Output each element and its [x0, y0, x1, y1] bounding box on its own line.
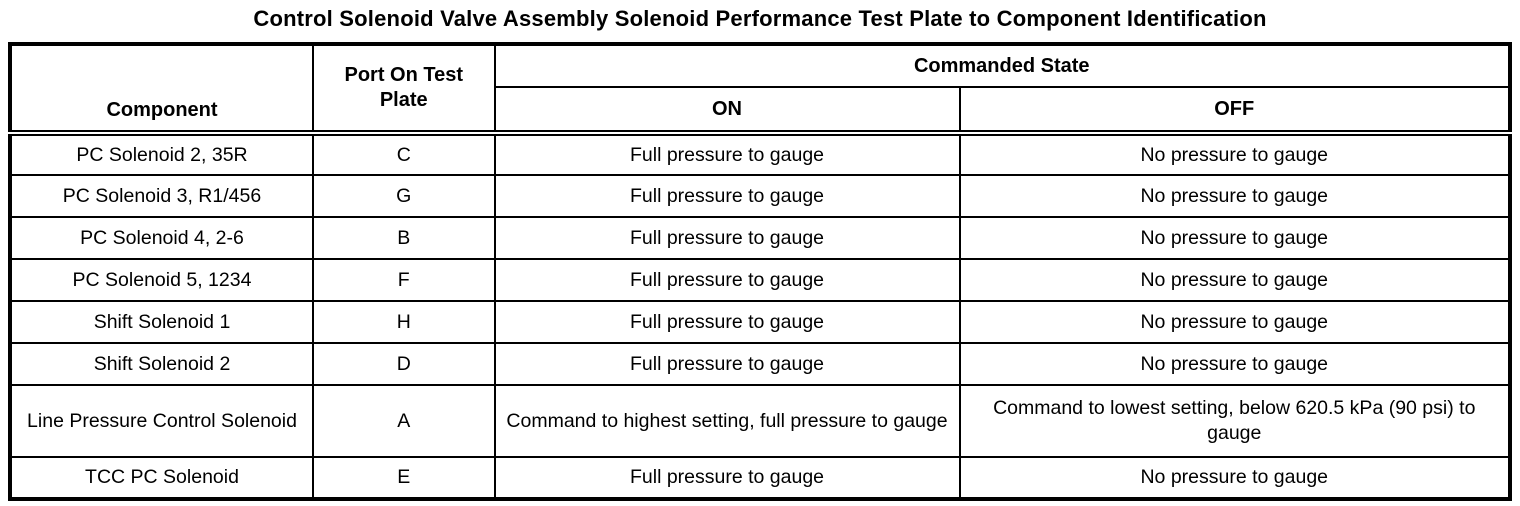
component-cell: TCC PC Solenoid — [9, 456, 314, 500]
on-cell: Full pressure to gauge — [493, 216, 961, 260]
header-row-top: Component Port On Test Plate Commanded S… — [9, 43, 1511, 136]
port-cell: D — [312, 342, 496, 386]
on-cell: Full pressure to gauge — [493, 342, 961, 386]
component-cell: Line Pressure Control Solenoid — [9, 384, 314, 458]
table-row: PC Solenoid 2, 35R C Full pressure to gaug… — [9, 132, 1511, 176]
port-cell: H — [312, 300, 496, 344]
port-cell: F — [312, 258, 496, 302]
component-cell: PC Solenoid 2, 35R — [9, 132, 314, 176]
on-cell: Full pressure to gauge — [493, 132, 961, 176]
table-row: Line Pressure Control Solenoid A Command t… — [9, 384, 1511, 458]
column-header-off: OFF — [958, 86, 1511, 136]
column-header-on: ON — [493, 86, 961, 136]
on-cell: Full pressure to gauge — [493, 300, 961, 344]
off-cell: No pressure to gauge — [958, 300, 1511, 344]
component-cell: Shift Solenoid 1 — [9, 300, 314, 344]
off-cell: No pressure to gauge — [958, 216, 1511, 260]
port-cell: G — [312, 174, 496, 218]
header-row-sub: ON OFF — [10, 86, 1511, 136]
column-header-component: Component — [9, 43, 314, 136]
component-cell: PC Solenoid 4, 2-6 — [9, 216, 314, 260]
off-cell: No pressure to gauge — [958, 342, 1511, 386]
on-cell: Full pressure to gauge — [493, 174, 961, 218]
port-cell: C — [312, 132, 496, 176]
table-row: PC Solenoid 5, 1234 F Full pressure to gau… — [9, 258, 1511, 302]
page-title: Control Solenoid Valve Assembly Solenoid… — [253, 6, 1267, 31]
off-cell: No pressure to gauge — [958, 174, 1511, 218]
table-row: PC Solenoid 4, 2-6 B Full pressure to gaug… — [9, 216, 1511, 260]
table-row: Shift Solenoid 1 H Full pressure to gauge N… — [9, 300, 1511, 344]
table-row: Shift Solenoid 2 D Full pressure to gauge N… — [9, 342, 1511, 386]
table-row: PC Solenoid 3, R1/456 G Full pressure to g… — [9, 174, 1511, 218]
solenoid-identification-table: Component Port On Test Plate Commanded S… — [8, 42, 1512, 501]
component-cell: PC Solenoid 5, 1234 — [9, 258, 314, 302]
on-cell: Command to highest setting, full pressur… — [493, 384, 961, 458]
component-cell: Shift Solenoid 2 — [9, 342, 314, 386]
off-cell: Command to lowest setting, below 620.5 k… — [958, 384, 1511, 458]
off-cell: No pressure to gauge — [958, 132, 1511, 176]
off-cell: No pressure to gauge — [958, 456, 1511, 500]
on-cell: Full pressure to gauge — [493, 456, 961, 500]
port-cell: B — [312, 216, 496, 260]
table-row: TCC PC Solenoid E Full pressure to gauge No… — [9, 456, 1511, 500]
column-header-port-on-test-plate: Port On Test Plate — [312, 43, 496, 136]
table-header: Component Port On Test Plate Commanded S… — [9, 43, 1511, 136]
component-cell: PC Solenoid 3, R1/456 — [9, 174, 314, 218]
port-cell: E — [312, 456, 496, 500]
table-body: PC Solenoid 2, 35R C Full pressure to gaug… — [9, 132, 1511, 500]
port-cell: A — [312, 384, 496, 458]
column-header-commanded-state: Commanded State — [493, 43, 1511, 88]
off-cell: No pressure to gauge — [958, 258, 1511, 302]
on-cell: Full pressure to gauge — [493, 258, 961, 302]
